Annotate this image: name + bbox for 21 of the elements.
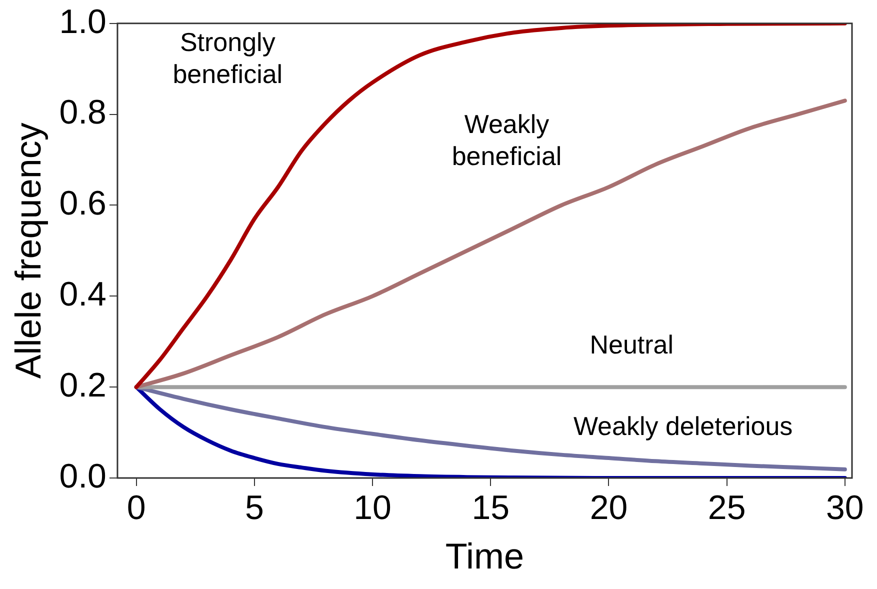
x-tick-label: 15 bbox=[472, 488, 510, 527]
series-label: Weakly beneficial bbox=[452, 108, 562, 171]
x-tick-label: 0 bbox=[126, 488, 146, 527]
series-label: Weakly deleterious bbox=[573, 411, 793, 442]
line-series bbox=[134, 23, 847, 390]
y-tick-label: 0.0 bbox=[59, 457, 106, 496]
x-axis-title: Time bbox=[445, 535, 524, 576]
x-tick-label: 25 bbox=[708, 488, 746, 527]
text: Strongly beneficial bbox=[172, 26, 283, 89]
x-tick-label: 10 bbox=[354, 488, 392, 527]
series-label: Neutral bbox=[590, 329, 674, 360]
y-tick-label: 0.8 bbox=[59, 94, 106, 132]
y-tick-label: 0.6 bbox=[59, 184, 106, 223]
y-tick-label: 0.4 bbox=[59, 276, 106, 314]
x-tick-label: 5 bbox=[244, 488, 264, 527]
y-axis-title: Allele frequency bbox=[8, 122, 49, 379]
y-tick-label: 1.0 bbox=[59, 2, 106, 41]
y-tick-label: 0.2 bbox=[59, 366, 106, 404]
line-series bbox=[134, 98, 847, 390]
x-tick-label: 30 bbox=[826, 488, 864, 527]
x-tick-label: 20 bbox=[590, 488, 628, 527]
